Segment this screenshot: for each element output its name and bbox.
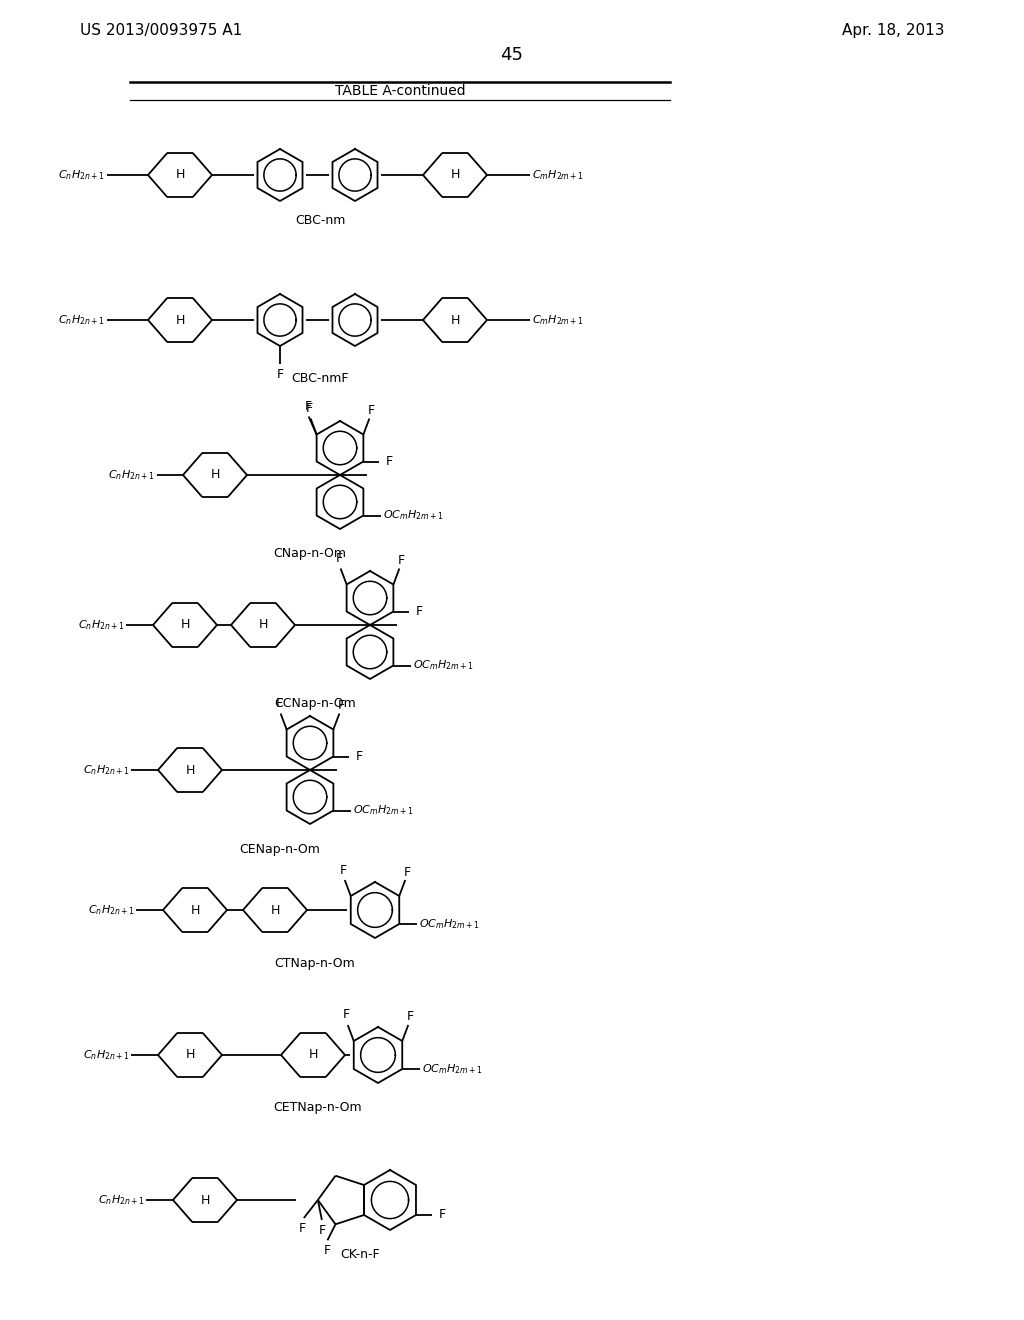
Text: $C_nH_{2n+1}$: $C_nH_{2n+1}$ (83, 763, 130, 777)
Text: CBC-nmF: CBC-nmF (291, 371, 349, 384)
Text: US 2013/0093975 A1: US 2013/0093975 A1 (80, 22, 243, 37)
Text: H: H (180, 619, 189, 631)
Text: H: H (201, 1193, 210, 1206)
Text: F: F (397, 554, 404, 568)
Text: $C_nH_{2n+1}$: $C_nH_{2n+1}$ (58, 313, 105, 327)
Text: $OC_mH_{2m+1}$: $OC_mH_{2m+1}$ (353, 804, 415, 817)
Text: CTNap-n-Om: CTNap-n-Om (274, 957, 355, 969)
Text: CK-n-F: CK-n-F (340, 1249, 380, 1262)
Text: TABLE A-continued: TABLE A-continued (335, 84, 465, 98)
Text: F: F (338, 700, 345, 711)
Text: H: H (210, 469, 220, 482)
Text: CETNap-n-Om: CETNap-n-Om (273, 1101, 362, 1114)
Text: H: H (308, 1048, 317, 1061)
Text: H: H (185, 1048, 195, 1061)
Text: $C_mH_{2m+1}$: $C_mH_{2m+1}$ (532, 313, 584, 327)
Text: F: F (276, 367, 284, 380)
Text: $C_nH_{2n+1}$: $C_nH_{2n+1}$ (83, 1048, 130, 1061)
Text: CNap-n-Om: CNap-n-Om (273, 548, 346, 561)
Text: F: F (318, 1224, 326, 1237)
Text: $C_nH_{2n+1}$: $C_nH_{2n+1}$ (98, 1193, 145, 1206)
Text: F: F (276, 697, 284, 710)
Text: CBC-nm: CBC-nm (295, 214, 345, 227)
Text: F: F (306, 403, 313, 414)
Text: H: H (451, 169, 460, 181)
Text: H: H (190, 903, 200, 916)
Text: F: F (368, 404, 375, 417)
Text: H: H (270, 903, 280, 916)
Text: H: H (175, 314, 184, 326)
Text: H: H (258, 619, 267, 631)
Text: H: H (451, 314, 460, 326)
Text: $C_nH_{2n+1}$: $C_nH_{2n+1}$ (58, 168, 105, 182)
Text: $C_nH_{2n+1}$: $C_nH_{2n+1}$ (88, 903, 135, 917)
Text: F: F (355, 750, 362, 763)
Text: F: F (336, 552, 343, 565)
Text: F: F (298, 1221, 305, 1234)
Text: 45: 45 (501, 46, 523, 63)
Text: F: F (305, 400, 312, 413)
Text: F: F (416, 605, 423, 618)
Text: CCNap-n-Om: CCNap-n-Om (274, 697, 356, 710)
Text: $OC_mH_{2m+1}$: $OC_mH_{2m+1}$ (419, 917, 480, 931)
Text: Apr. 18, 2013: Apr. 18, 2013 (842, 22, 944, 37)
Text: F: F (407, 1011, 414, 1023)
Text: $C_mH_{2m+1}$: $C_mH_{2m+1}$ (532, 168, 584, 182)
Text: CENap-n-Om: CENap-n-Om (240, 842, 321, 855)
Text: $C_nH_{2n+1}$: $C_nH_{2n+1}$ (108, 469, 155, 482)
Text: F: F (403, 866, 411, 879)
Text: F: F (343, 1008, 350, 1022)
Text: H: H (175, 169, 184, 181)
Text: $OC_mH_{2m+1}$: $OC_mH_{2m+1}$ (422, 1063, 483, 1076)
Text: $OC_mH_{2m+1}$: $OC_mH_{2m+1}$ (414, 659, 474, 672)
Text: $OC_mH_{2m+1}$: $OC_mH_{2m+1}$ (383, 508, 444, 523)
Text: F: F (386, 455, 393, 469)
Text: H: H (185, 763, 195, 776)
Text: F: F (324, 1243, 331, 1257)
Text: F: F (438, 1209, 445, 1221)
Text: F: F (340, 863, 347, 876)
Text: $C_nH_{2n+1}$: $C_nH_{2n+1}$ (78, 618, 125, 632)
